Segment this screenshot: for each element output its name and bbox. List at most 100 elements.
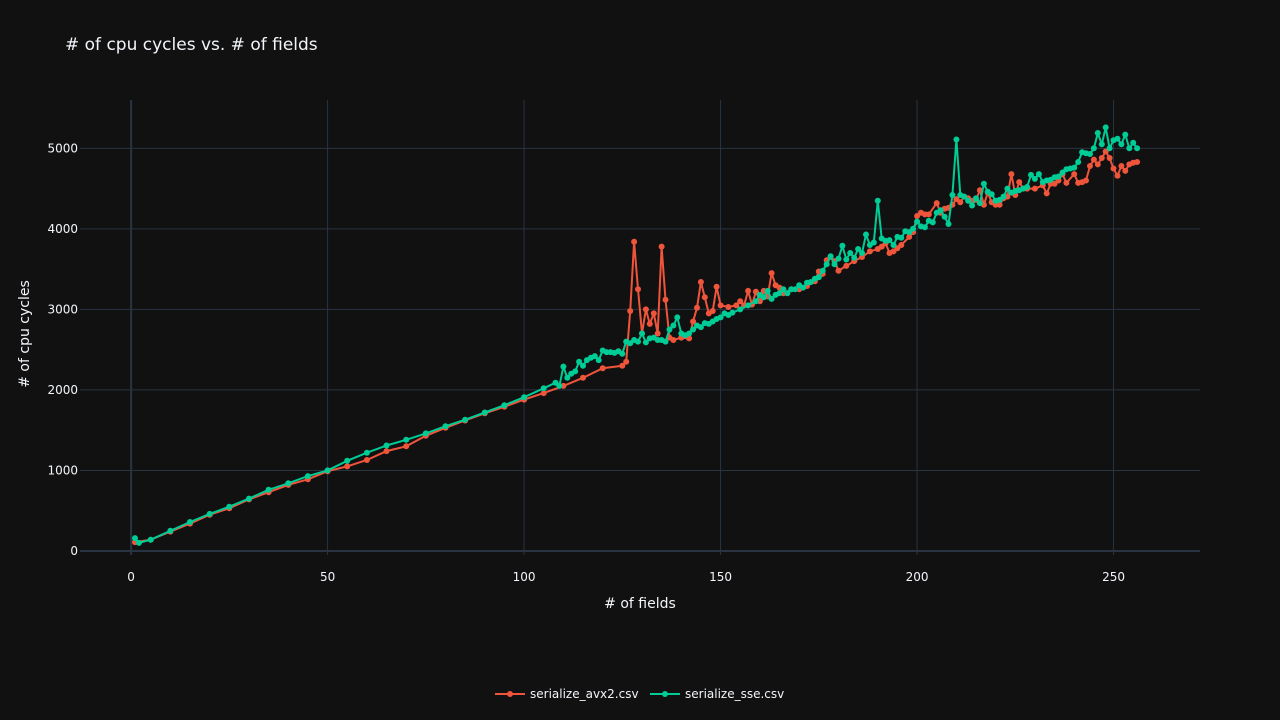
data-point[interactable] bbox=[1126, 145, 1133, 152]
data-point[interactable] bbox=[132, 535, 138, 542]
data-point[interactable] bbox=[717, 314, 724, 321]
data-point[interactable] bbox=[839, 242, 846, 249]
data-point[interactable] bbox=[363, 449, 370, 456]
data-point[interactable] bbox=[167, 527, 174, 534]
data-point[interactable] bbox=[835, 255, 842, 262]
data-point[interactable] bbox=[697, 324, 704, 331]
data-point[interactable] bbox=[843, 262, 850, 269]
data-point[interactable] bbox=[1024, 184, 1031, 190]
data-point[interactable] bbox=[768, 270, 775, 277]
data-point[interactable] bbox=[442, 423, 449, 430]
data-point[interactable] bbox=[1043, 190, 1050, 197]
data-point[interactable] bbox=[422, 430, 429, 437]
data-point[interactable] bbox=[576, 358, 583, 365]
data-point[interactable] bbox=[863, 231, 869, 238]
data-point[interactable] bbox=[1134, 145, 1141, 152]
data-point[interactable] bbox=[752, 298, 759, 305]
data-point[interactable] bbox=[792, 286, 799, 293]
data-point[interactable] bbox=[658, 243, 665, 250]
data-point[interactable] bbox=[807, 279, 814, 285]
data-point[interactable] bbox=[403, 436, 410, 443]
data-point[interactable] bbox=[674, 314, 681, 321]
data-point[interactable] bbox=[265, 486, 272, 493]
data-point[interactable] bbox=[572, 368, 579, 375]
data-point[interactable] bbox=[697, 279, 704, 285]
data-point[interactable] bbox=[383, 448, 390, 455]
data-point[interactable] bbox=[847, 250, 854, 256]
data-point[interactable] bbox=[403, 443, 410, 450]
data-point[interactable] bbox=[1083, 177, 1089, 184]
data-point[interactable] bbox=[1051, 180, 1058, 187]
data-point[interactable] bbox=[623, 358, 630, 365]
data-point[interactable] bbox=[383, 442, 390, 449]
data-point[interactable] bbox=[344, 457, 351, 464]
data-point[interactable] bbox=[690, 318, 697, 325]
data-point[interactable] bbox=[874, 197, 881, 204]
data-point[interactable] bbox=[961, 193, 968, 200]
data-point[interactable] bbox=[631, 238, 638, 245]
data-point[interactable] bbox=[733, 302, 740, 309]
data-point[interactable] bbox=[580, 374, 586, 381]
data-point[interactable] bbox=[737, 306, 744, 313]
data-point[interactable] bbox=[246, 495, 252, 502]
data-point[interactable] bbox=[980, 180, 987, 187]
data-point[interactable] bbox=[855, 246, 862, 252]
data-point[interactable] bbox=[831, 261, 838, 268]
data-point[interactable] bbox=[1118, 141, 1125, 148]
data-point[interactable] bbox=[694, 304, 700, 311]
data-point[interactable] bbox=[1004, 185, 1011, 192]
data-point[interactable] bbox=[937, 207, 944, 214]
data-point[interactable] bbox=[1134, 159, 1141, 165]
data-point[interactable] bbox=[745, 287, 752, 294]
data-point[interactable] bbox=[599, 365, 606, 372]
data-point[interactable] bbox=[973, 195, 979, 202]
data-point[interactable] bbox=[540, 390, 547, 397]
data-point[interactable] bbox=[646, 320, 653, 327]
data-point[interactable] bbox=[135, 539, 142, 546]
data-point[interactable] bbox=[949, 192, 956, 198]
data-point[interactable] bbox=[1016, 179, 1023, 186]
data-point[interactable] bbox=[1087, 151, 1093, 157]
data-point[interactable] bbox=[564, 374, 571, 381]
data-point[interactable] bbox=[925, 211, 932, 218]
data-point[interactable] bbox=[780, 286, 787, 293]
data-point[interactable] bbox=[737, 298, 744, 305]
data-point[interactable] bbox=[921, 224, 928, 231]
data-point[interactable] bbox=[1090, 156, 1097, 163]
data-point[interactable] bbox=[1118, 163, 1125, 169]
legend-item[interactable]: serialize_sse.csv bbox=[650, 687, 784, 701]
data-point[interactable] bbox=[1130, 139, 1137, 146]
data-point[interactable] bbox=[187, 519, 193, 525]
data-point[interactable] bbox=[147, 536, 154, 543]
data-point[interactable] bbox=[890, 242, 897, 248]
data-point[interactable] bbox=[1028, 171, 1034, 178]
data-point[interactable] bbox=[1063, 179, 1070, 186]
data-point[interactable] bbox=[1090, 145, 1097, 152]
data-point[interactable] bbox=[1075, 159, 1082, 165]
data-point[interactable] bbox=[1087, 163, 1093, 169]
data-point[interactable] bbox=[1106, 145, 1113, 152]
data-point[interactable] bbox=[953, 136, 960, 143]
data-point[interactable] bbox=[768, 295, 775, 302]
data-point[interactable] bbox=[591, 353, 598, 360]
data-point[interactable] bbox=[764, 287, 771, 294]
data-point[interactable] bbox=[662, 296, 669, 303]
data-point[interactable] bbox=[1098, 155, 1105, 161]
data-point[interactable] bbox=[1071, 171, 1078, 178]
data-point[interactable] bbox=[866, 248, 873, 255]
data-point[interactable] bbox=[800, 284, 807, 291]
data-point[interactable] bbox=[1035, 171, 1042, 178]
data-point[interactable] bbox=[1031, 185, 1038, 192]
data-point[interactable] bbox=[650, 310, 657, 317]
data-point[interactable] bbox=[898, 234, 905, 241]
data-point[interactable] bbox=[642, 306, 649, 313]
data-point[interactable] bbox=[843, 256, 850, 263]
data-point[interactable] bbox=[945, 221, 952, 227]
data-point[interactable] bbox=[713, 283, 720, 290]
data-point[interactable] bbox=[1106, 155, 1113, 161]
data-point[interactable] bbox=[686, 330, 693, 337]
legend-item[interactable]: serialize_avx2.csv bbox=[495, 687, 639, 701]
data-point[interactable] bbox=[933, 200, 940, 207]
data-point[interactable] bbox=[988, 191, 995, 198]
data-point[interactable] bbox=[996, 196, 1003, 203]
